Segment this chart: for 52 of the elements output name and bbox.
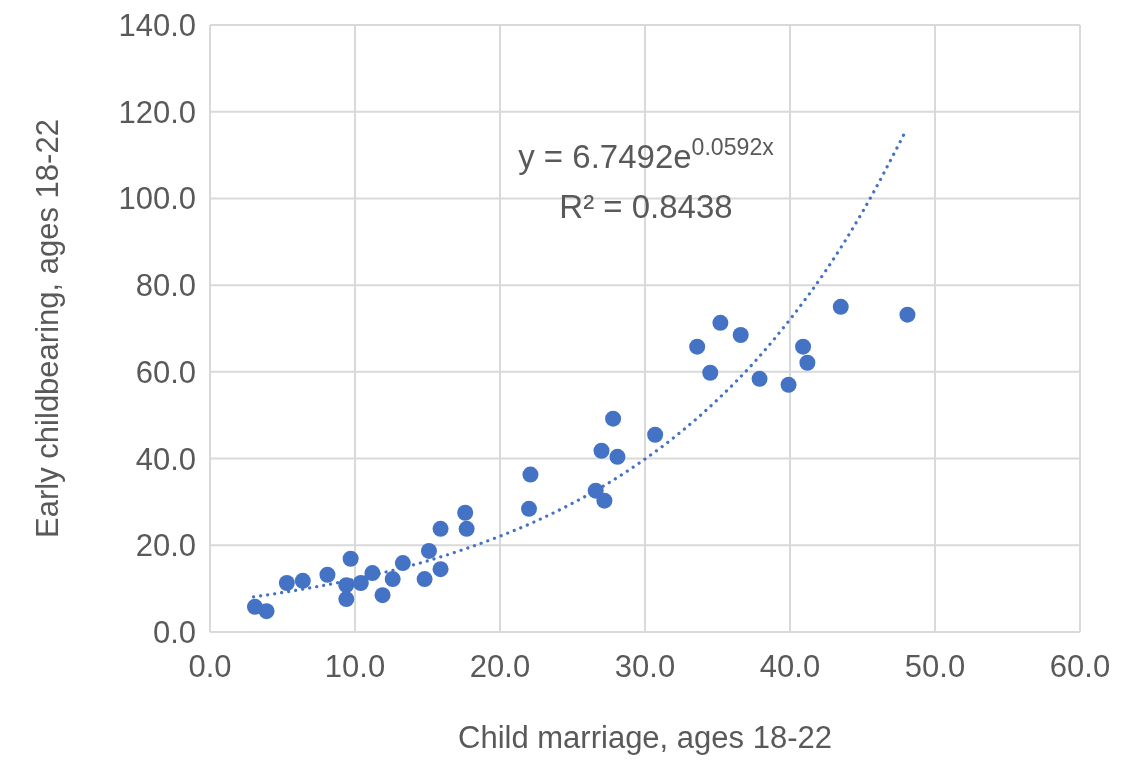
point <box>416 571 433 588</box>
point <box>647 426 664 443</box>
x-tick-label: 50.0 <box>904 649 966 684</box>
point <box>605 410 622 427</box>
point <box>278 575 295 592</box>
point <box>420 542 437 559</box>
annotation: R² = 0.8438 <box>559 188 733 225</box>
point <box>751 370 768 387</box>
y-tick-label: 0.0 <box>152 615 196 650</box>
point <box>780 376 797 393</box>
point <box>432 520 449 537</box>
point <box>832 298 849 315</box>
y-tick-label: 80.0 <box>135 268 196 304</box>
point <box>732 327 749 343</box>
point <box>432 561 449 578</box>
y-tick-label: 100.0 <box>118 181 196 217</box>
y-tick-label: 140.0 <box>118 8 196 43</box>
x-tick-label: 60.0 <box>1049 649 1111 684</box>
y-tick-label: 60.0 <box>135 354 196 390</box>
x-tick-label: 40.0 <box>759 649 821 684</box>
point <box>458 520 475 537</box>
point <box>374 587 391 604</box>
point <box>593 442 610 459</box>
point <box>338 591 355 608</box>
point <box>795 338 812 355</box>
x-tick-label: 0.0 <box>188 649 232 684</box>
point <box>258 603 275 620</box>
point <box>596 492 613 509</box>
point <box>394 555 411 572</box>
point <box>712 314 729 331</box>
x-axis-title: Child marriage, ages 18-22 <box>458 720 832 755</box>
point <box>384 571 401 588</box>
y-tick-label: 120.0 <box>118 94 196 130</box>
y-axis-title: Early childbearing, ages 18-22 <box>30 119 65 538</box>
point <box>457 504 474 521</box>
y-tick-label: 20.0 <box>135 528 196 564</box>
point <box>799 354 816 371</box>
point <box>521 500 537 517</box>
point <box>522 466 539 483</box>
y-tick-label: 40.0 <box>135 441 196 477</box>
point <box>609 448 626 465</box>
x-tick-label: 20.0 <box>469 649 531 684</box>
x-tick-label: 10.0 <box>324 649 386 684</box>
point <box>319 566 336 583</box>
annotation: y = 6.7492e$^{0.0592x}$ <box>518 134 775 175</box>
point <box>689 338 706 355</box>
x-tick-label: 30.0 <box>614 649 676 684</box>
point <box>899 306 916 323</box>
point <box>702 364 719 381</box>
point <box>294 572 311 589</box>
point <box>352 575 369 592</box>
point <box>342 550 359 567</box>
